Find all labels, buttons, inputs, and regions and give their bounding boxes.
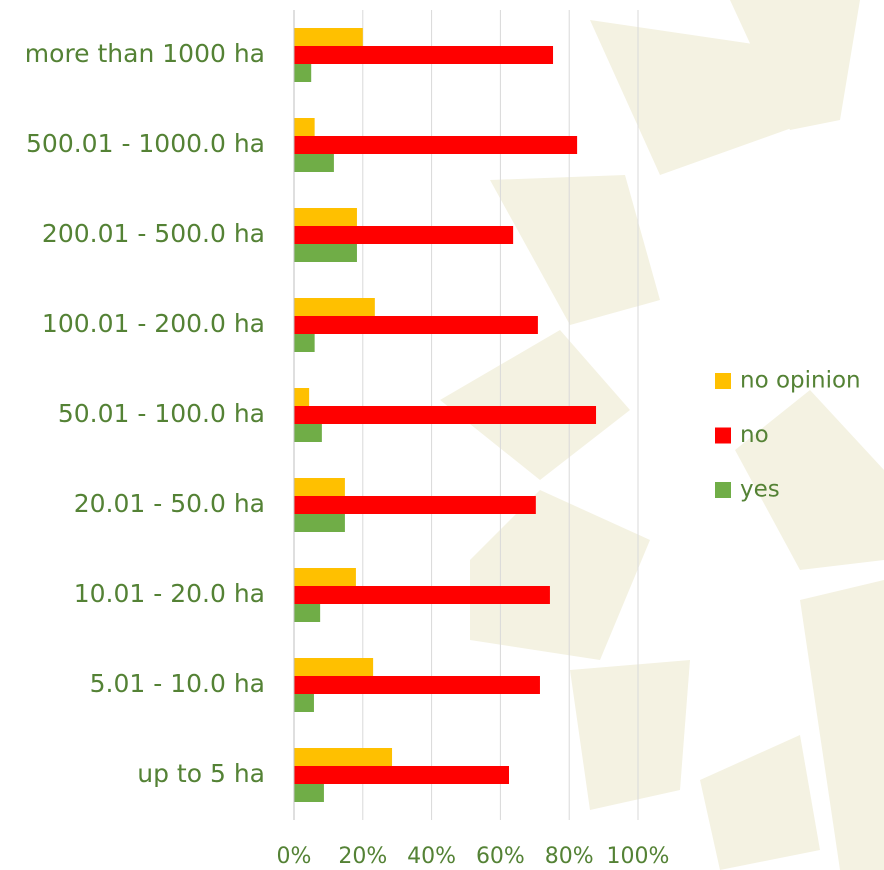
y-tick-label: up to 5 ha [137,759,265,788]
bar [294,478,345,496]
bar [294,64,312,82]
bar [294,586,550,604]
bar [294,676,540,694]
y-tick-label: 5.01 - 10.0 ha [90,669,265,698]
y-tick-label: 50.01 - 100.0 ha [58,399,265,428]
legend-label: yes [740,477,780,503]
y-tick-label: 10.01 - 20.0 ha [74,579,265,608]
legend-swatch [715,373,731,389]
bar [294,424,322,442]
legend-swatch [715,482,731,498]
bar [294,208,357,226]
bar [294,514,345,532]
y-tick-label: 20.01 - 50.0 ha [74,489,265,518]
y-tick-label: 200.01 - 500.0 ha [42,219,265,248]
bar [294,784,324,802]
bar [294,118,315,136]
bar [294,748,393,766]
legend-swatch [715,427,731,444]
bar [294,298,375,316]
legend-label: no [740,422,769,448]
x-tick-label: 60% [476,844,525,869]
bar [294,154,334,172]
bar [294,604,321,622]
y-tick-label: 100.01 - 200.0 ha [42,309,265,338]
bar [294,28,363,46]
bar [294,766,509,784]
y-tick-label: 500.01 - 1000.0 ha [26,129,265,158]
bar [294,46,554,64]
background-shapes [440,0,884,870]
x-tick-label: 40% [407,844,456,869]
x-tick-label: 0% [277,844,312,869]
y-tick-label: more than 1000 ha [25,39,265,68]
x-tick-label: 80% [545,844,594,869]
bar [294,406,597,424]
bar [294,226,514,244]
bar [294,388,310,406]
bar [294,694,314,712]
legend-label: no opinion [740,368,861,394]
bar [294,658,374,676]
x-tick-label: 20% [338,844,387,869]
bar [294,316,538,334]
x-tick-label: 100% [607,844,670,869]
bar [294,244,357,262]
bar [294,568,356,586]
bar [294,334,315,352]
bar [294,136,578,154]
bar [294,496,536,514]
